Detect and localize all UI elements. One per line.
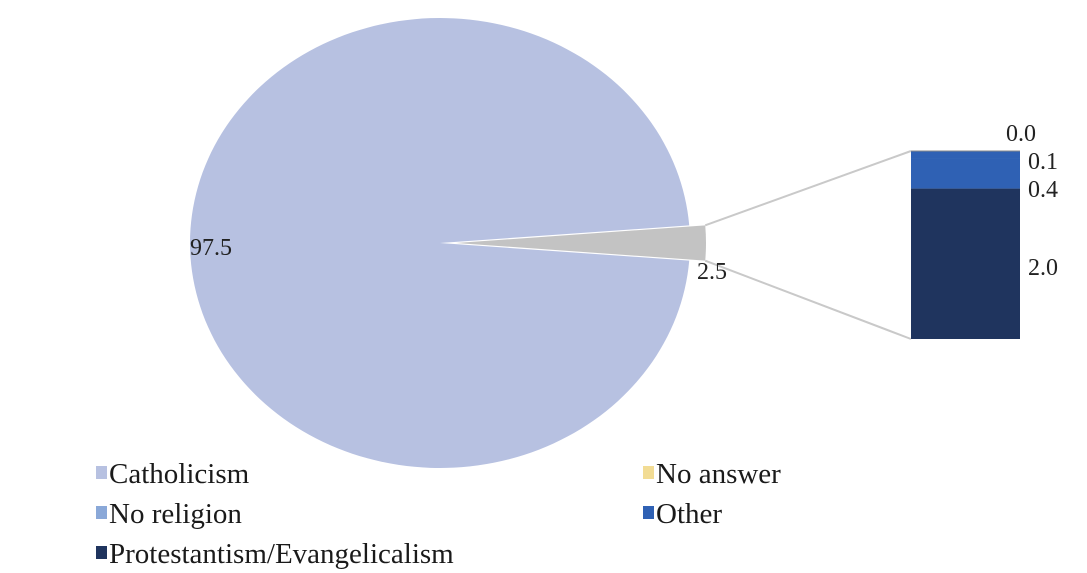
legend-swatch-other (643, 506, 654, 519)
legend-label-protestantism-evangelicalism: Protestantism/Evangelicalism (109, 538, 454, 570)
legend-item-protestantism-evangelicalism: Protestantism/Evangelicalism (96, 538, 454, 570)
bar-segment-no-religion (911, 158, 1020, 189)
bar-label-protestantism-evangelicalism: 2.0 (1028, 255, 1058, 281)
connector-line-top (704, 150, 912, 227)
connector-line-bottom (704, 259, 912, 340)
bar-segment-other (911, 151, 1020, 159)
legend-swatch-no-answer (643, 466, 654, 479)
bar-segment-protestantism-evangelicalism (911, 188, 1020, 339)
bar-label-no-religion: 0.4 (1028, 177, 1058, 203)
bar-label-no-answer: 0.0 (1006, 121, 1036, 147)
bar-label-other: 0.1 (1028, 149, 1058, 175)
legend-label-no-religion: No religion (109, 498, 242, 530)
legend-swatch-protestantism-evangelicalism (96, 546, 107, 559)
legend-item-no-religion: No religion (96, 498, 242, 530)
pie-slice-combined-other (456, 225, 707, 261)
pie (190, 17, 707, 469)
data-labels: 97.5 2.5 0.00.10.4 2.0 (190, 121, 1058, 285)
legend: Catholicism No answer No religion Other Prot… (96, 458, 781, 570)
legend-label-no-answer: No answer (656, 458, 781, 490)
pie-to-bar-connectors (704, 150, 912, 340)
legend-item-catholicism: Catholicism (96, 458, 250, 490)
legend-label-catholicism: Catholicism (109, 458, 250, 490)
pie-label-catholicism: 97.5 (190, 235, 232, 261)
legend-label-other: Other (656, 498, 722, 530)
pie-label-combined-other: 2.5 (697, 259, 727, 285)
legend-item-no-answer: No answer (643, 458, 781, 490)
stacked-bar (911, 150, 1020, 339)
legend-item-other: Other (643, 498, 722, 530)
pie-slice-catholicism (190, 17, 690, 469)
legend-swatch-catholicism (96, 466, 107, 479)
legend-swatch-no-religion (96, 506, 107, 519)
